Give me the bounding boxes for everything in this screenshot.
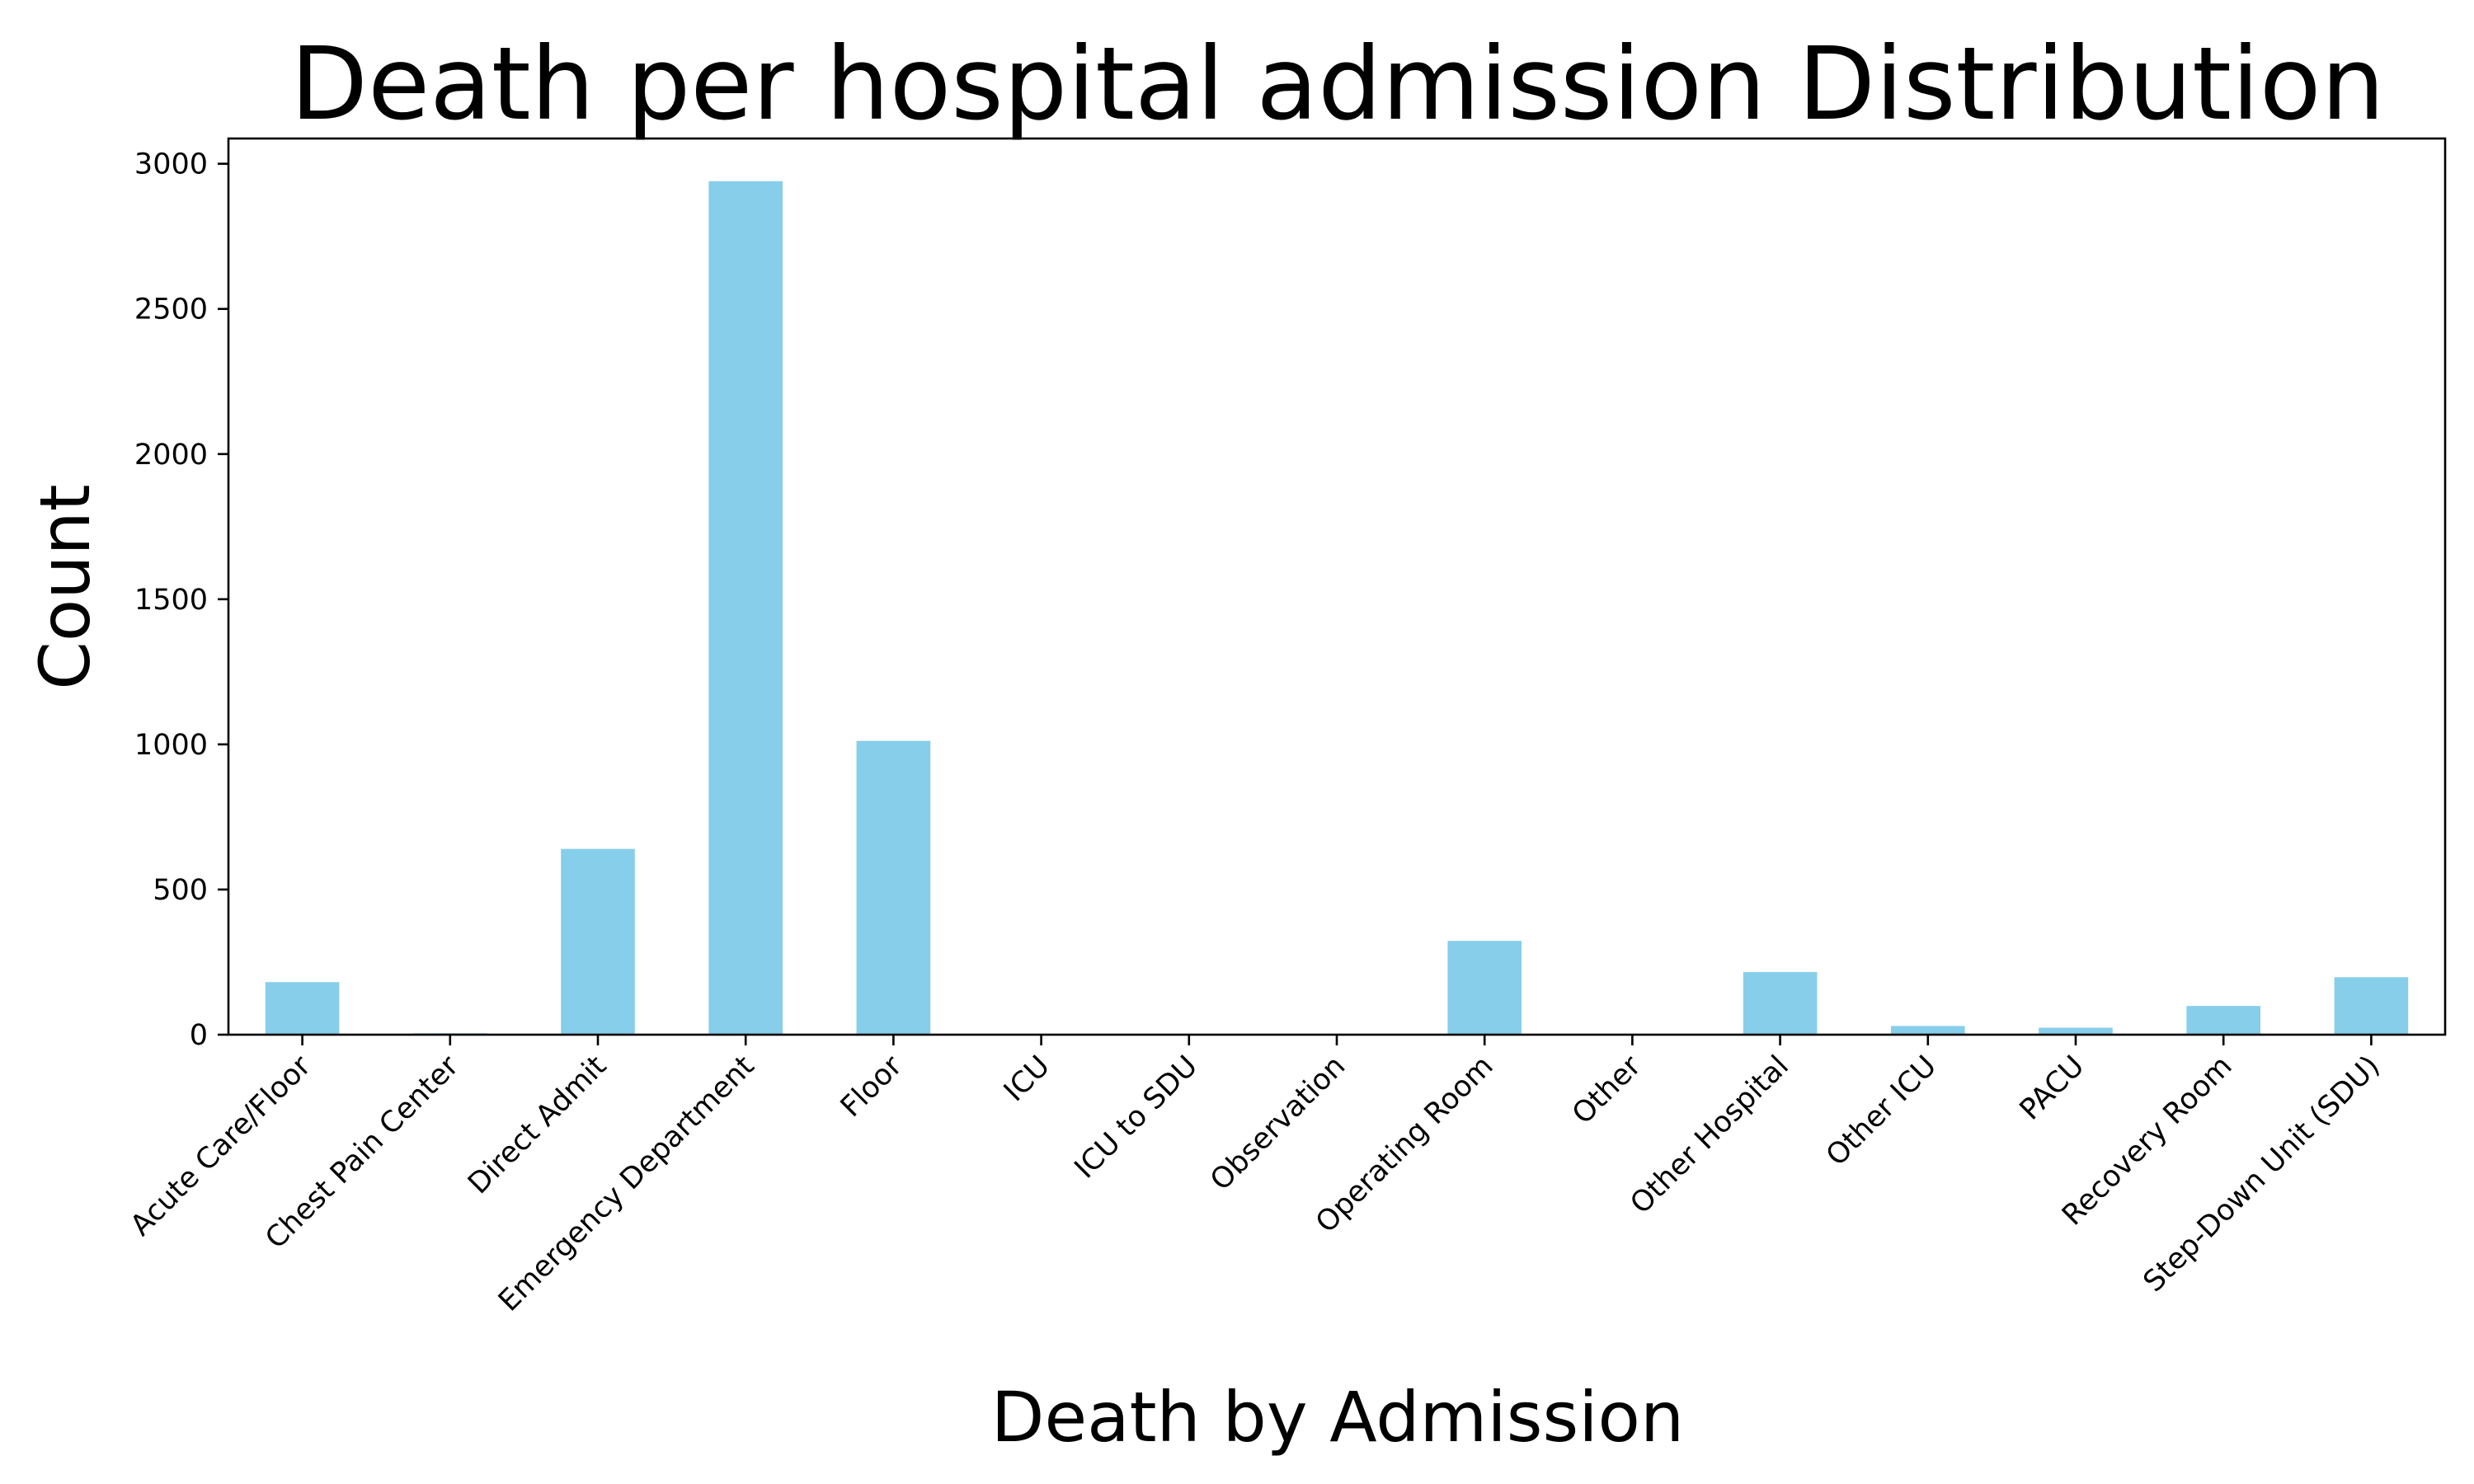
y-axis-title: Count [25, 484, 106, 689]
x-tick-label: Observation [1204, 1050, 1352, 1197]
plot-frame [227, 137, 2447, 1036]
bar-direct-admit [561, 848, 635, 1035]
bar-emergency-department [708, 181, 783, 1035]
y-tick-label: 3000 [134, 148, 208, 181]
x-tick-label: ICU [998, 1050, 1056, 1108]
x-tick-label: Other Hospital [1625, 1050, 1795, 1220]
bar-floor [856, 740, 931, 1035]
bar-step-down-unit-sdu [2334, 977, 2409, 1035]
x-tick-label: Emergency Department [492, 1050, 761, 1318]
bar-other-icu [1891, 1026, 1965, 1035]
x-tick-label: ICU to SDU [1069, 1050, 1204, 1185]
y-tick-label: 500 [153, 874, 208, 907]
x-tick-label: Floor [835, 1050, 909, 1124]
x-tick-label: Direct Admit [462, 1050, 613, 1200]
y-tick-label: 1500 [134, 584, 208, 617]
y-axis: 0 500 1000 1500 2000 2500 3000 [134, 148, 228, 1052]
bar-recovery-room [2186, 1006, 2260, 1035]
bar-other-hospital [1743, 971, 1818, 1035]
y-tick-label: 2500 [134, 294, 208, 326]
y-tick-label: 2000 [134, 439, 208, 472]
x-tick-label: Other ICU [1820, 1050, 1943, 1172]
y-tick-label: 0 [190, 1019, 208, 1052]
bar-operating-room [1447, 941, 1522, 1035]
bar-pacu [2039, 1027, 2113, 1035]
x-tick-label: Step-Down Unit (SDU) [2138, 1050, 2387, 1298]
y-tick-label: 1000 [134, 729, 208, 762]
bar-acute-care-floor [265, 982, 340, 1035]
x-tick-label: Other [1566, 1050, 1648, 1131]
bars-layer [265, 181, 2409, 1035]
x-tick-label: PACU [2014, 1050, 2091, 1127]
x-axis-title: Death by Admission [991, 1377, 1684, 1458]
chart-title: Death per hospital admission Distributio… [290, 26, 2385, 143]
